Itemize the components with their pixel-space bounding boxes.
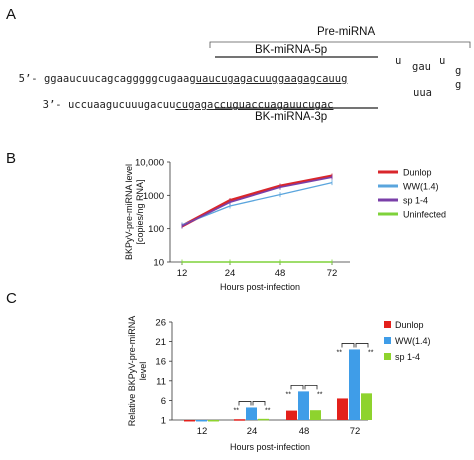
chart-c-y-tick-label: 16 (155, 357, 166, 368)
chart-b-y-tick-label: 10 (153, 258, 164, 269)
chart-c-y-tick-label: 21 (155, 337, 166, 348)
chart-c-sig-marker: ** (368, 349, 374, 356)
seq-top-loop-3: u (439, 55, 446, 67)
chart-c-bar (349, 349, 360, 420)
chart-c-legend-label: WW(1.4) (395, 336, 431, 346)
chart-c-y-title-line: level (138, 362, 148, 381)
chart-c-legend-swatch (384, 353, 391, 360)
seq-bottom-plain: uccuaagucuuugacuu (67, 99, 176, 111)
chart-c-sig-bracket (304, 384, 318, 390)
chart-c-bar (196, 419, 207, 422)
chart-c-bar (246, 407, 257, 420)
chart-c-bar (234, 419, 245, 421)
chart-b-y-title-line: BKPyV-pre-miRNA level (124, 164, 134, 260)
chart-b-series-line (181, 182, 333, 226)
seq-bottom-loop: uua (413, 87, 432, 99)
chart-c-sig-marker: ** (286, 391, 292, 398)
chart-c-bar (286, 410, 297, 420)
mirna-5p-label: BK-miRNA-5p (255, 44, 328, 56)
panel-b-label: B (6, 150, 17, 167)
mirna-3p-label: BK-miRNA-3p (255, 111, 328, 123)
chart-b-x-tick-label: 48 (275, 268, 286, 279)
chart-c-bar (208, 419, 219, 422)
chart-b-y-title: BKPyV-pre-miRNA level[copies/ng RNA] (124, 164, 145, 260)
chart-b-x-tick-label: 24 (225, 268, 236, 279)
seq-bottom-ul: cugagaccuguaccuagauucugac (175, 99, 334, 111)
seq-top-loop-1: u (395, 55, 402, 67)
seq-top-plain: ggaaucuucagcagggggcugaag (43, 73, 196, 85)
chart-c-legend-label: sp 1-4 (395, 352, 420, 362)
chart-c-sig-bracket (355, 343, 369, 348)
chart-b-y-tick-label: 10,000 (135, 158, 164, 169)
chart-c-x-tick-label: 48 (299, 426, 310, 437)
pre-mirna-bracket (209, 41, 471, 48)
chart-c-legend-swatch (384, 321, 391, 328)
seq-top-ul: uaucugagacuuggaagagcauug (195, 73, 348, 85)
chart-c-bar (258, 418, 269, 421)
chart-b-x-tick-label: 72 (327, 268, 338, 279)
chart-b-y-tick-label: 100 (148, 224, 164, 235)
seq-bottom: 3’- uccuaagucuuugacuucugagaccuguaccuagau… (30, 87, 334, 111)
chart-c-x-tick-label: 24 (247, 426, 258, 437)
chart-b-legend-label: Dunlop (403, 168, 432, 178)
chart-c-bar (298, 391, 309, 420)
chart-b-y-title-line: [copies/ng RNA] (135, 179, 145, 244)
chart-b-legend-label: Uninfected (403, 210, 446, 220)
chart-c-x-tick-label: 72 (350, 426, 361, 437)
seq-top-prefix: 5’- (18, 73, 38, 85)
chart-b-legend-label: sp 1-4 (403, 196, 428, 206)
chart-c-bar (337, 398, 348, 420)
chart-c-bar (184, 419, 195, 422)
pre-mirna-label: Pre-miRNA (317, 26, 376, 38)
chart-c-sig-marker: ** (265, 407, 271, 414)
panel-a-label: A (6, 6, 17, 23)
chart-c-legend-label: Dunlop (395, 320, 424, 330)
chart-c-x-title: Hours post-infection (230, 442, 310, 452)
chart-c-y-title-line: Relative BKPyV-pre-miRNA (127, 316, 137, 427)
chart-c-bar (361, 393, 372, 420)
seq-top: 5’- ggaaucuucagcagggggcugaaguaucugagacuu… (6, 61, 348, 85)
chart-c-sig-marker: ** (234, 407, 240, 414)
loop-g-top: g (455, 65, 462, 77)
seq-top-loop-2: gau (412, 61, 431, 73)
chart-c-bar (310, 410, 321, 420)
chart-c-y-title: Relative BKPyV-pre-miRNAlevel (127, 316, 148, 427)
seq-bottom-prefix: 3’- (42, 99, 62, 111)
chart-c-sig-bracket (252, 401, 266, 406)
chart-c-sig-marker: ** (337, 349, 343, 356)
chart-c-y-tick-label: 6 (161, 396, 166, 407)
chart-c-sig-bracket (341, 343, 355, 348)
chart-c-sig-bracket (290, 384, 304, 390)
chart-b-y-tick-label: 1000 (143, 191, 164, 202)
chart-c-x-tick-label: 12 (197, 426, 208, 437)
chart-c-y-tick-label: 11 (156, 376, 166, 387)
chart-c-y-tick-label: 1 (161, 416, 166, 427)
chart-b-legend-label: WW(1.4) (403, 182, 439, 192)
chart-c-legend-swatch (384, 337, 391, 344)
loop-g-bottom: g (455, 79, 462, 91)
panel-c-label: C (6, 290, 17, 307)
chart-c-y-tick-label: 26 (155, 318, 166, 329)
chart-b-series-line (181, 176, 333, 227)
chart-b-x-tick-label: 12 (177, 268, 188, 279)
chart-c-sig-marker: ** (317, 391, 323, 398)
chart-b-x-title: Hours post-infection (220, 282, 300, 292)
chart-c-sig-bracket (238, 401, 252, 406)
